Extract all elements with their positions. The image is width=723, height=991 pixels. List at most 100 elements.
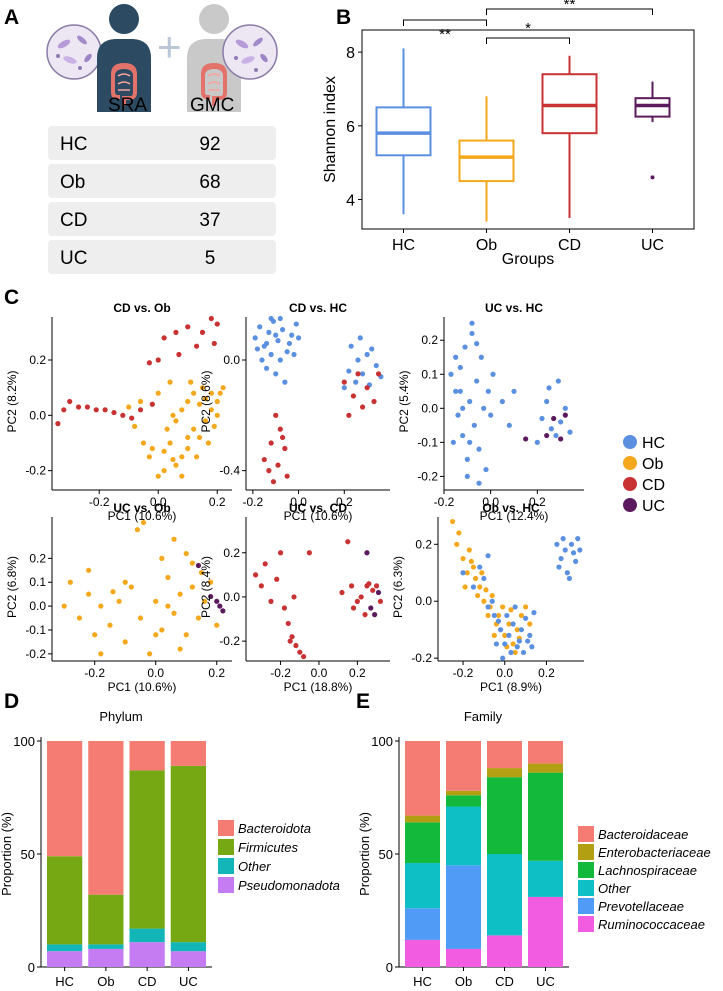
y-tick-label: 4 (346, 193, 355, 210)
point-ob (193, 454, 200, 460)
y-tick-label: 50 (21, 847, 35, 862)
bar-segment-bacteroidaceae (446, 741, 481, 791)
bar-segment-ruminococcaceae (446, 948, 481, 967)
point-hc (457, 388, 463, 394)
point-cd (297, 649, 303, 655)
point-hc (464, 456, 470, 462)
point-cd (301, 653, 307, 660)
point-hc (555, 378, 561, 384)
point-hc (474, 378, 480, 384)
y-tick-label: 0.2 (29, 551, 46, 565)
point-uc (551, 415, 557, 422)
x-axis-label: PC1 (8.9%) (480, 680, 542, 694)
significance-bracket (486, 37, 570, 44)
y-tick-label: 0.1 (29, 575, 46, 589)
panel-letter-e: E (356, 690, 370, 713)
phylum-stacked-bar: Phylum 0 50 100 Proportion (%) HC Ob CD UC Bacter… (0, 709, 340, 989)
x-tick-label: -0.2 (89, 495, 110, 509)
y-tick-label: 8 (346, 45, 355, 62)
point-hc (485, 604, 491, 610)
point-hc (357, 335, 363, 341)
point-ob (198, 570, 205, 576)
y-tick-label: -0.1 (25, 623, 46, 637)
point-cd (129, 415, 135, 421)
point-ob (456, 530, 462, 536)
x-tick-label: Ob (476, 237, 497, 254)
bar-segment-bacteroidaceae (405, 741, 440, 816)
point-ob (134, 527, 141, 533)
point-ob (485, 612, 491, 619)
point-ob (208, 407, 214, 413)
point-hc (364, 351, 370, 358)
bar-segment-other (129, 928, 165, 943)
pcoa-uc-vs-ob: UC vs. Ob -0.2 0.0 0.2 -0.2 -0.1 0.0 0.1 0.2 PC1 … (5, 501, 232, 694)
scatter-title: UC vs. CD (289, 501, 347, 515)
point-ob (454, 541, 460, 547)
point-cd (370, 587, 376, 593)
point-ob (122, 639, 128, 645)
significance-label: ** (439, 26, 451, 43)
table-row (48, 202, 276, 236)
point-cd (279, 434, 286, 441)
point-hc (266, 329, 272, 335)
point-ob (211, 423, 217, 429)
bar-segment-pseudomonadota (170, 951, 206, 967)
point-ob (188, 379, 194, 385)
point-ob (128, 584, 134, 590)
table-group-cell: UC (60, 248, 87, 269)
point-hc (282, 379, 288, 385)
point-ob (506, 621, 512, 627)
point-hc (373, 362, 379, 369)
point-hc (273, 332, 279, 338)
legend-label: Other (238, 859, 271, 874)
point-ob (137, 398, 144, 405)
point-hc (520, 649, 527, 656)
point-cd (285, 620, 291, 627)
point-ob (214, 398, 220, 405)
point-ob (155, 390, 161, 396)
y-axis-label: PC2 (8.4%) (199, 556, 213, 618)
bar-segment-pseudomonadota (47, 951, 83, 967)
point-cd (362, 612, 368, 618)
bar-segment-ruminococcaceae (487, 935, 522, 967)
point-cd (146, 360, 152, 366)
point-ob (107, 622, 113, 628)
point-ob (153, 632, 159, 638)
y-axis-label: Proportion (%) (357, 812, 372, 896)
point-ob (189, 584, 195, 590)
y-axis-label: PC2 (6.8%) (5, 556, 19, 618)
legend-dot-uc (623, 498, 637, 512)
person-sra-icon (97, 4, 151, 112)
point-ob (512, 649, 518, 656)
point-hc (512, 604, 518, 610)
bar-segment-bacteroidota (88, 741, 124, 895)
point-cd (346, 412, 352, 418)
point-hc (268, 315, 274, 322)
bar-segment-firmicutes (47, 856, 83, 945)
bar-segment-bacteroidota (129, 741, 165, 771)
legend-swatch-prevotellaceae (578, 898, 594, 914)
point-ob (146, 454, 152, 460)
point-ob (147, 651, 153, 657)
point-ob (116, 598, 122, 604)
y-tick-label: -0.4 (219, 464, 240, 478)
point-hc (497, 627, 504, 633)
point-hc (263, 340, 270, 347)
legend-label: Ruminococcaceae (598, 917, 705, 932)
point-hc (289, 332, 295, 338)
scatter-title: Ob vs. HC (482, 501, 540, 515)
point-ob (110, 589, 116, 595)
point-ob (161, 468, 167, 474)
point-hc (534, 439, 540, 445)
box-ob (458, 139, 515, 183)
x-tick-label: 0.2 (208, 666, 225, 680)
point-ob (137, 615, 144, 621)
pcoa-cd-vs-ob: CD vs. Ob -0.2 0.0 0.2 -0.2 0.0 0.2 PC1 (10.6%)… (5, 301, 232, 523)
point-hc (476, 480, 482, 486)
point-cd (341, 379, 347, 385)
point-hc (575, 536, 581, 542)
legend-label: Bacteroidota (238, 821, 311, 836)
point-hc (448, 371, 454, 377)
point-cd (137, 407, 144, 413)
point-hc (471, 422, 477, 428)
